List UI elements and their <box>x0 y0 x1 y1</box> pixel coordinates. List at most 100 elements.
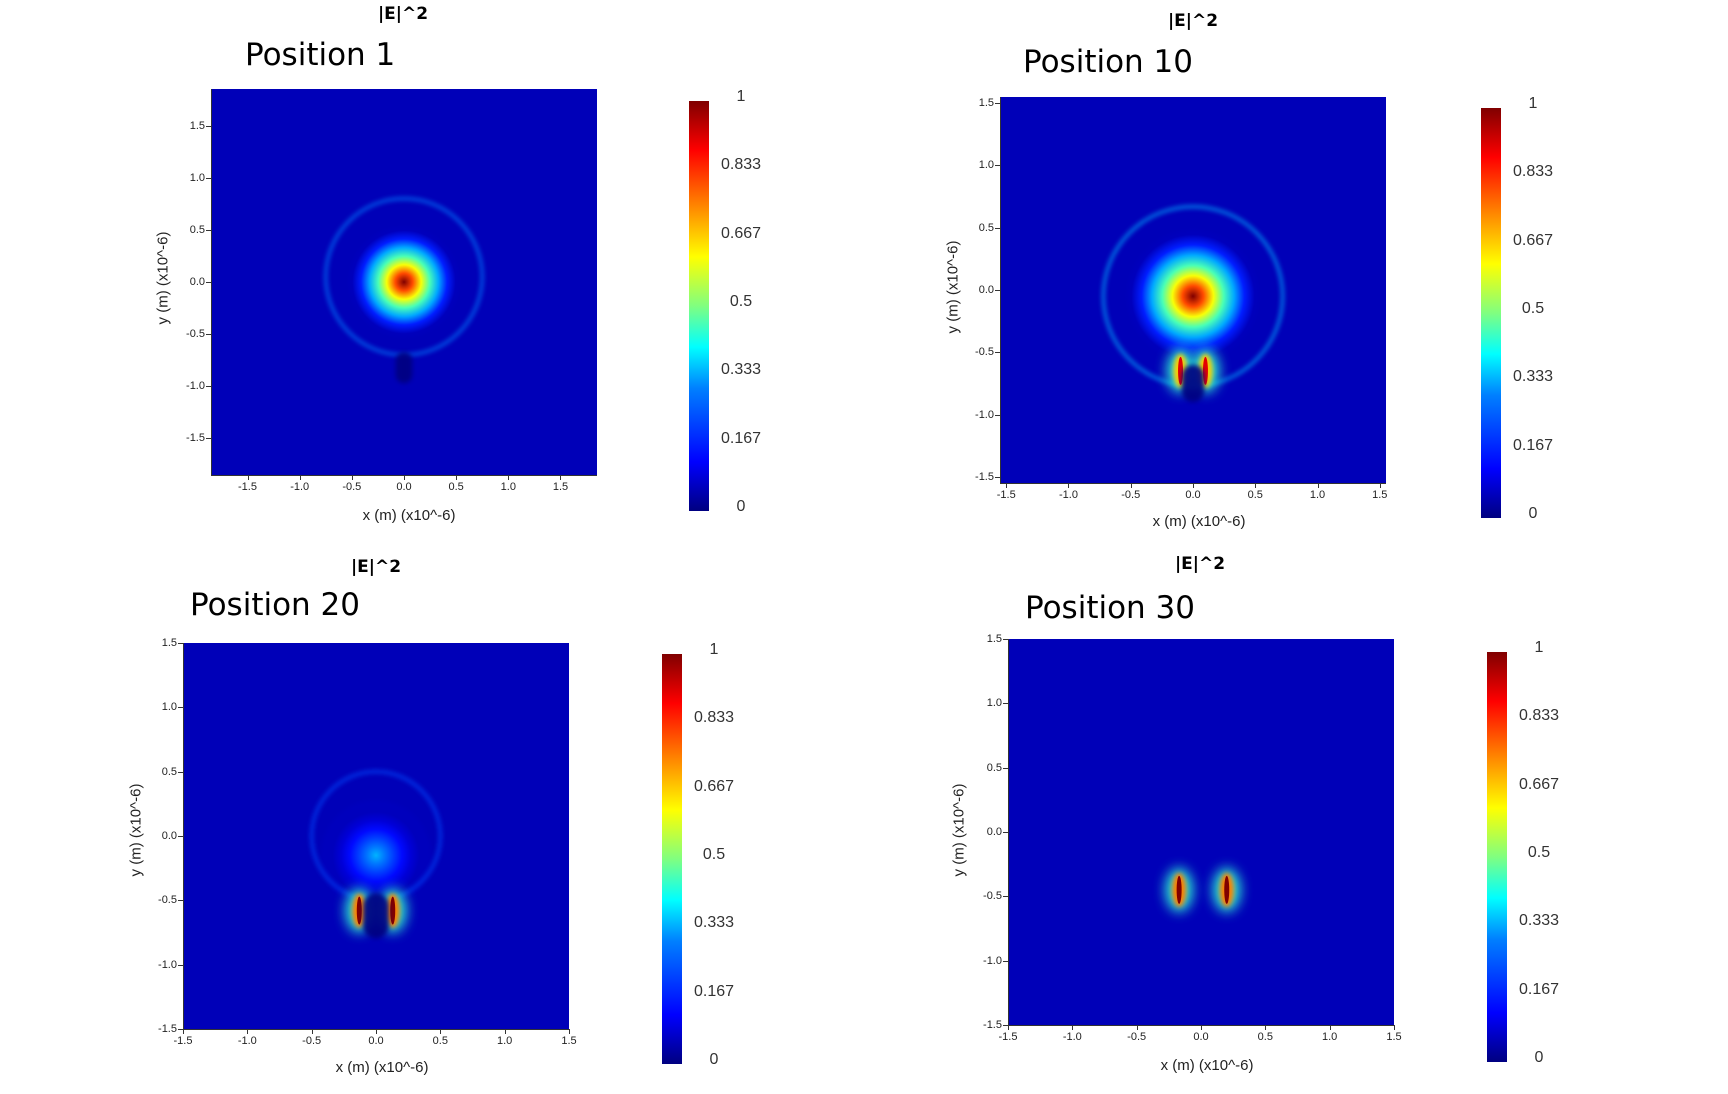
y-axis-label: y (m) (x10^-6) <box>127 783 145 877</box>
x-tick-label: -1.0 <box>290 481 310 493</box>
colorbar-tick-label: 0 <box>1528 505 1538 522</box>
y-tick-label: -1.5 <box>186 432 205 445</box>
x-tick <box>569 1029 570 1034</box>
colorbar-tick-label: 1 <box>1534 639 1544 656</box>
y-tick-label: -1.0 <box>158 958 177 971</box>
x-tick-label: 1.0 <box>1309 489 1326 501</box>
x-tick <box>1008 1025 1009 1030</box>
x-tick-label: -1.5 <box>173 1035 193 1047</box>
x-tick-label: 0.5 <box>448 481 464 493</box>
y-tick <box>995 227 1000 229</box>
y-tick-label: 0.0 <box>161 830 177 842</box>
x-tick-label: 1.5 <box>552 481 569 493</box>
heatmap-panel-position-20: |E|^2 Position 20 x (m) (x10^-6) y (m) (… <box>0 554 864 1094</box>
x-tick <box>1379 483 1381 488</box>
field-dark-gap <box>1181 364 1205 403</box>
x-tick <box>560 475 562 480</box>
x-tick-label: 0.5 <box>1247 489 1263 501</box>
y-tick-label: 1.0 <box>986 697 1002 710</box>
edge-spot-core <box>1176 875 1182 904</box>
y-tick-label: 1.5 <box>189 119 205 132</box>
y-tick <box>206 438 211 440</box>
x-tick <box>440 1029 442 1034</box>
x-tick <box>1072 1025 1074 1030</box>
panel-position-label: Position 1 <box>245 37 396 73</box>
panel-position-label: Position 20 <box>190 587 361 623</box>
colorbar-tick-label: 0.833 <box>1518 707 1560 725</box>
y-tick <box>995 165 1000 167</box>
colorbar-tick-label: 0.5 <box>729 293 753 310</box>
x-tick-label: 1.5 <box>1372 489 1388 501</box>
x-tick-label: 1.5 <box>1386 1031 1402 1043</box>
colorbar-tick-label: 0.333 <box>693 914 735 932</box>
heatmap-plot-area <box>211 89 597 475</box>
x-tick <box>1317 483 1319 488</box>
x-tick <box>1394 1025 1395 1030</box>
y-tick-label: -1.0 <box>186 380 205 393</box>
field-hotspot <box>346 224 462 340</box>
y-tick-label: -1.5 <box>975 470 994 483</box>
x-tick-label: 0.0 <box>1193 1031 1209 1043</box>
y-tick-label: 1.5 <box>161 637 177 649</box>
x-axis-label: x (m) (x10^-6) <box>362 507 456 524</box>
edge-spot-core <box>1224 875 1230 904</box>
y-tick <box>1003 703 1008 705</box>
y-tick <box>1003 960 1008 962</box>
y-tick-label: -1.0 <box>975 408 994 421</box>
x-axis-label: x (m) (x10^-6) <box>1152 513 1246 530</box>
y-axis-line <box>211 89 212 475</box>
colorbar-tick-label: 0.167 <box>1512 436 1554 454</box>
x-tick <box>1130 483 1132 488</box>
x-tick <box>1136 1025 1138 1030</box>
x-tick-label: 0.5 <box>432 1035 448 1047</box>
colorbar-tick-label: 0.167 <box>1518 980 1560 998</box>
heatmap-panel-position-30: |E|^2 Position 30 x (m) (x10^-6) y (m) (… <box>796 549 1660 1089</box>
x-axis-label: x (m) (x10^-6) <box>1160 1057 1254 1074</box>
colorbar <box>1487 652 1507 1062</box>
x-tick-label: -1.5 <box>998 1031 1018 1043</box>
y-tick-label: 0.0 <box>986 826 1002 838</box>
colorbar-tick-label: 0.5 <box>702 846 726 863</box>
panel-position-label: Position 30 <box>1025 590 1196 626</box>
colorbar-tick-label: 1 <box>736 88 746 105</box>
y-axis-label: y (m) (x10^-6) <box>154 231 172 325</box>
heatmap-field <box>1000 97 1386 483</box>
y-tick-label: -1.0 <box>983 954 1002 967</box>
colorbar-tick-label: 0.167 <box>720 429 762 447</box>
y-tick-label: -0.5 <box>158 894 177 907</box>
colorbar-tick-label: 0.333 <box>1518 912 1560 930</box>
x-tick-label: -1.0 <box>1058 489 1078 501</box>
colorbar-tick-label: 0.333 <box>720 361 762 379</box>
y-tick-label: -0.5 <box>186 328 205 341</box>
y-tick <box>178 643 183 644</box>
y-tick <box>206 386 211 388</box>
x-tick <box>299 475 301 480</box>
colorbar <box>689 101 709 511</box>
x-tick <box>1193 483 1194 488</box>
y-tick <box>995 352 1000 354</box>
x-tick-label: 0.5 <box>1257 1031 1273 1043</box>
x-tick-label: 1.5 <box>561 1035 577 1047</box>
x-tick <box>247 475 249 480</box>
heatmap-plot-area <box>183 643 569 1029</box>
colorbar-tick-label: 1 <box>709 641 719 658</box>
colorbar-tick-label: 0.667 <box>1518 775 1560 793</box>
y-tick-label: 0.5 <box>986 761 1002 774</box>
y-tick-label: 0.0 <box>189 276 205 288</box>
colorbar <box>1481 108 1501 518</box>
x-tick <box>456 475 458 480</box>
colorbar-tick-label: 0.833 <box>693 709 735 727</box>
heatmap-panel-position-10: |E|^2 Position 10 x (m) (x10^-6) y (m) (… <box>787 7 1651 547</box>
y-tick-label: 0.5 <box>161 765 177 778</box>
x-tick <box>508 475 510 480</box>
y-tick <box>995 476 1000 478</box>
y-tick-label: 1.0 <box>161 701 177 714</box>
panel-title: |E|^2 <box>350 557 402 577</box>
field-dark-gap <box>363 893 389 939</box>
y-tick <box>995 103 1000 105</box>
x-tick <box>247 1029 249 1034</box>
colorbar-tick-label: 1 <box>1528 95 1538 112</box>
colorbar-tick-label: 0.833 <box>1512 163 1554 181</box>
x-tick <box>1255 483 1257 488</box>
field-dark-gap <box>395 351 413 384</box>
